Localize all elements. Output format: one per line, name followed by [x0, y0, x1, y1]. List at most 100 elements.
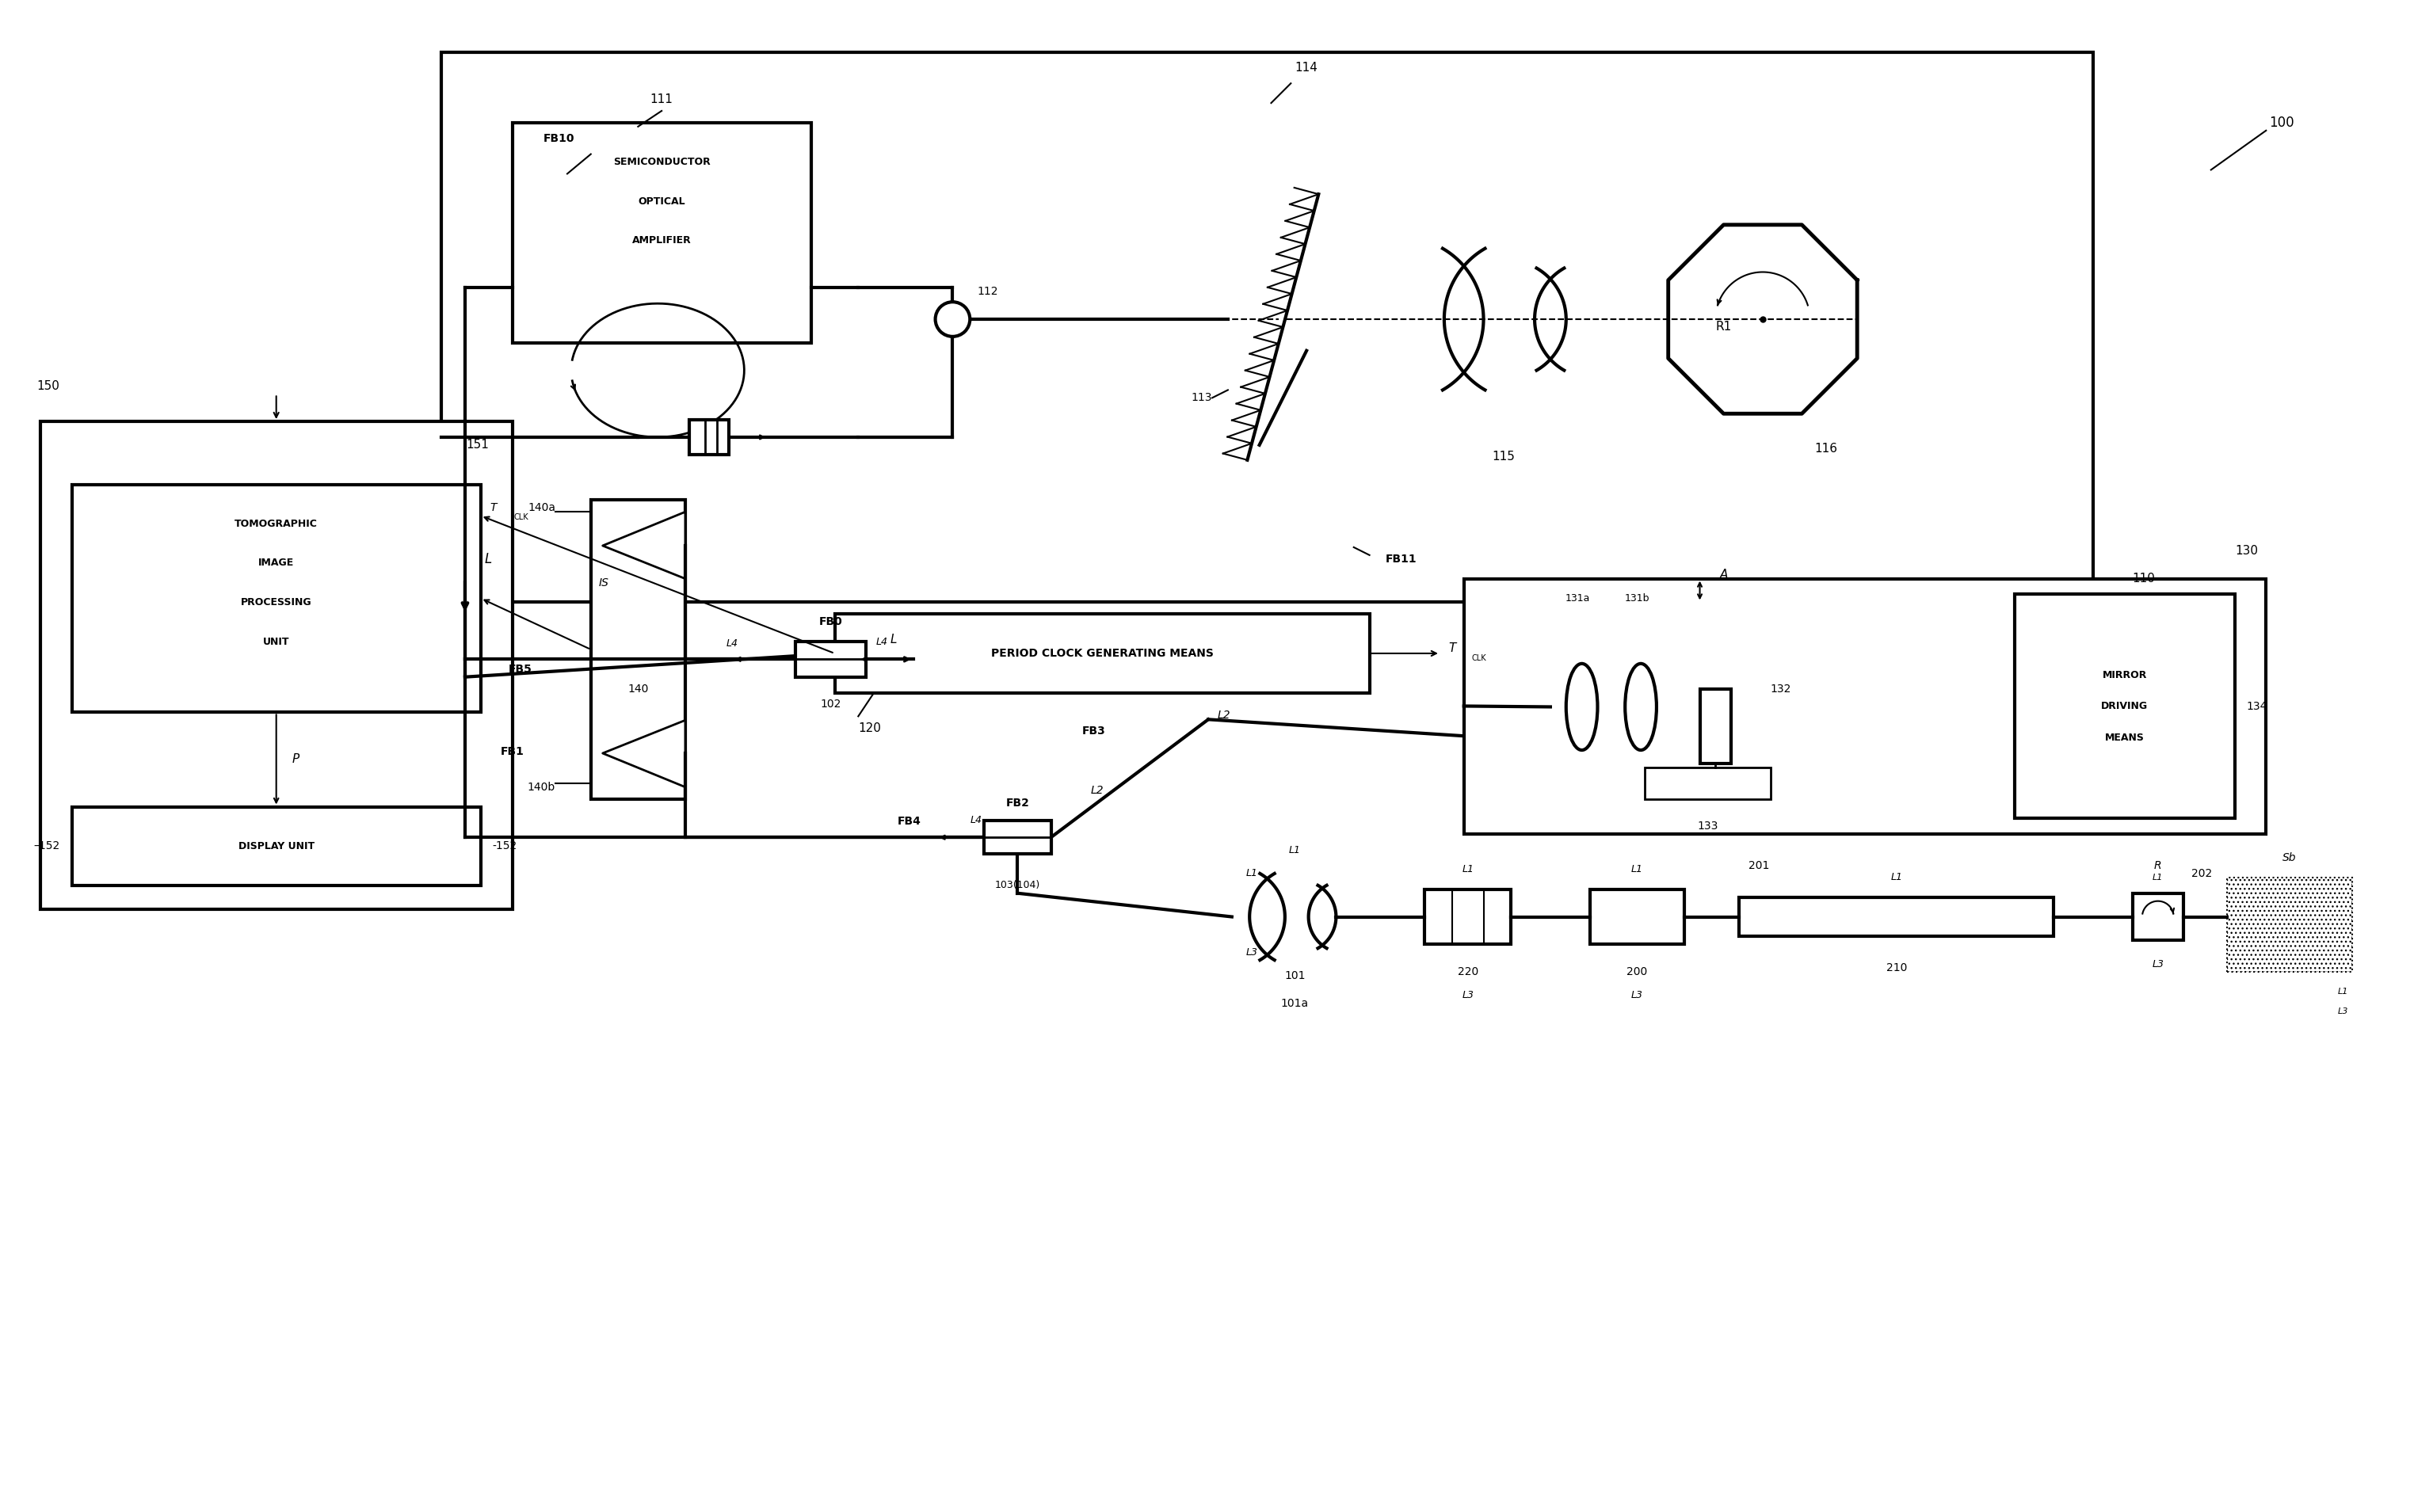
Bar: [41, 422, 513, 909]
Text: L1: L1: [1890, 872, 1903, 883]
Text: 120: 120: [859, 723, 881, 733]
Text: T: T: [489, 502, 496, 514]
Bar: [1426, 889, 1511, 945]
Bar: [513, 122, 810, 343]
Text: 132: 132: [1771, 683, 1791, 694]
Text: 102: 102: [820, 699, 842, 711]
Text: 202: 202: [2192, 868, 2212, 878]
Text: L: L: [484, 552, 491, 565]
Text: L1: L1: [1289, 845, 1302, 856]
Text: DRIVING: DRIVING: [2102, 702, 2148, 712]
Text: IMAGE: IMAGE: [258, 558, 294, 569]
Bar: [2226, 877, 2353, 972]
Text: OPTICAL: OPTICAL: [637, 197, 686, 207]
Text: MIRROR: MIRROR: [2102, 670, 2146, 680]
Text: 150: 150: [36, 380, 58, 392]
Text: SEMICONDUCTOR: SEMICONDUCTOR: [613, 157, 710, 168]
Text: FB4: FB4: [898, 816, 922, 827]
Text: 131a: 131a: [1564, 593, 1591, 603]
Text: 100: 100: [2270, 115, 2294, 130]
Text: L3: L3: [2338, 1007, 2348, 1015]
Bar: [689, 420, 727, 455]
Text: L4: L4: [876, 637, 888, 647]
Bar: [1589, 889, 1684, 945]
Bar: [2131, 894, 2182, 940]
Text: L1: L1: [2338, 987, 2348, 995]
Text: 133: 133: [1698, 821, 1718, 832]
Text: L3: L3: [1630, 990, 1642, 1001]
Text: 116: 116: [1815, 443, 1837, 455]
Text: FB10: FB10: [543, 133, 574, 144]
Text: P: P: [292, 753, 299, 765]
Text: 201: 201: [1749, 860, 1769, 871]
Text: 210: 210: [1886, 962, 1907, 974]
Text: 131b: 131b: [1625, 593, 1650, 603]
Text: L4: L4: [971, 815, 983, 826]
Text: UNIT: UNIT: [263, 637, 290, 647]
Bar: [1701, 689, 1732, 764]
Text: L1: L1: [1246, 868, 1258, 878]
Text: AMPLIFIER: AMPLIFIER: [633, 236, 691, 246]
Text: 101a: 101a: [1280, 998, 1309, 1009]
Text: 114: 114: [1294, 62, 1319, 74]
Text: TOMOGRAPHIC: TOMOGRAPHIC: [234, 519, 319, 529]
Text: Sb: Sb: [2282, 853, 2297, 863]
Text: IS: IS: [599, 578, 608, 588]
Text: MEANS: MEANS: [2105, 733, 2143, 742]
Text: 115: 115: [1491, 451, 1516, 463]
Text: L: L: [890, 634, 898, 646]
Bar: [1645, 768, 1771, 798]
Bar: [983, 821, 1051, 854]
Text: A: A: [1720, 569, 1727, 581]
Bar: [835, 614, 1370, 692]
Text: 140b: 140b: [528, 782, 555, 792]
Text: -152: -152: [491, 841, 518, 851]
Text: 151: 151: [465, 438, 489, 451]
Text: R1: R1: [1715, 321, 1732, 333]
Text: L3: L3: [2151, 959, 2163, 969]
Bar: [1465, 579, 2265, 835]
Bar: [1740, 897, 2053, 936]
Text: 140a: 140a: [528, 502, 555, 514]
Polygon shape: [603, 513, 686, 579]
Text: 130: 130: [2236, 546, 2258, 556]
Ellipse shape: [1567, 664, 1598, 750]
Text: 103(104): 103(104): [995, 880, 1041, 891]
Text: L1: L1: [2153, 874, 2163, 881]
Text: PERIOD CLOCK GENERATING MEANS: PERIOD CLOCK GENERATING MEANS: [990, 647, 1214, 659]
Text: 134: 134: [2246, 702, 2268, 712]
Text: 140: 140: [628, 683, 650, 694]
Text: FB3: FB3: [1083, 726, 1107, 736]
Ellipse shape: [1625, 664, 1657, 750]
Text: 200: 200: [1628, 966, 1647, 977]
Text: L2: L2: [1090, 785, 1105, 795]
Bar: [2015, 594, 2233, 818]
Text: FB11: FB11: [1384, 553, 1416, 564]
Bar: [440, 51, 2092, 602]
Text: CLK: CLK: [513, 514, 528, 522]
Bar: [591, 500, 686, 798]
Text: FB0: FB0: [820, 617, 842, 627]
Text: L2: L2: [1216, 711, 1231, 721]
Text: L4: L4: [727, 638, 737, 649]
Text: DISPLAY UNIT: DISPLAY UNIT: [238, 841, 314, 851]
Text: L3: L3: [1462, 990, 1474, 1001]
Text: FB2: FB2: [1005, 797, 1029, 809]
Text: FB5: FB5: [508, 664, 533, 674]
Text: 101: 101: [1285, 971, 1304, 981]
Text: L1: L1: [1462, 865, 1474, 875]
Text: PROCESSING: PROCESSING: [241, 597, 311, 608]
Polygon shape: [603, 720, 686, 788]
Text: 110: 110: [2131, 573, 2156, 585]
Text: 111: 111: [650, 94, 674, 104]
Text: FB1: FB1: [501, 745, 523, 758]
Text: 220: 220: [1457, 966, 1479, 977]
Circle shape: [934, 302, 971, 337]
Bar: [796, 641, 866, 677]
Text: 112: 112: [978, 286, 998, 298]
Text: T: T: [1448, 643, 1455, 653]
Bar: [71, 484, 482, 712]
Text: R: R: [2153, 860, 2163, 871]
Text: 113: 113: [1192, 392, 1212, 404]
Bar: [2226, 877, 2353, 972]
